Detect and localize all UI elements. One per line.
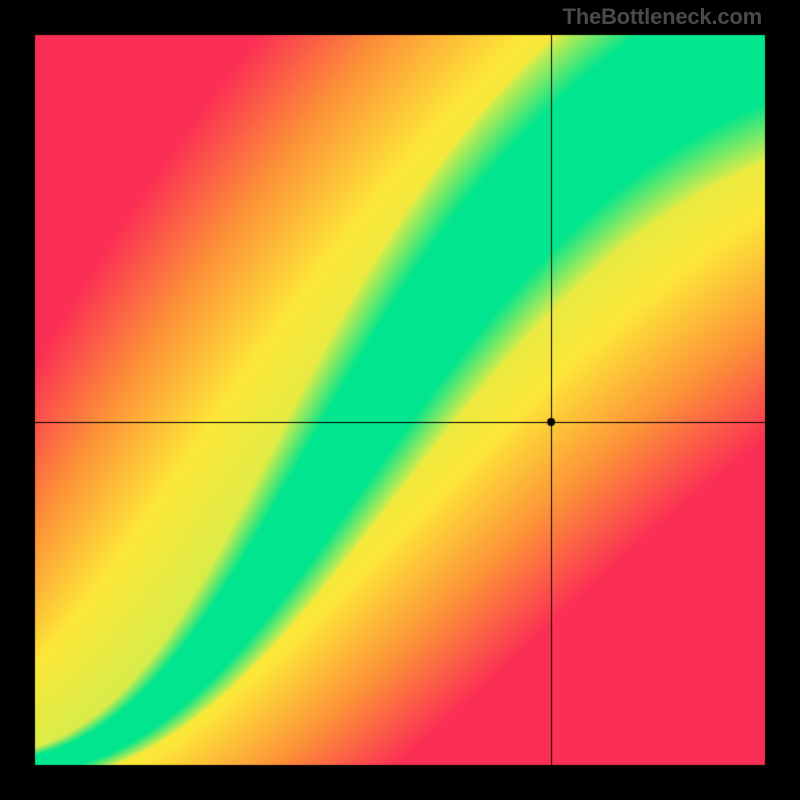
- chart-container: TheBottleneck.com: [0, 0, 800, 800]
- heatmap-canvas: [0, 0, 800, 800]
- watermark-text: TheBottleneck.com: [562, 4, 762, 30]
